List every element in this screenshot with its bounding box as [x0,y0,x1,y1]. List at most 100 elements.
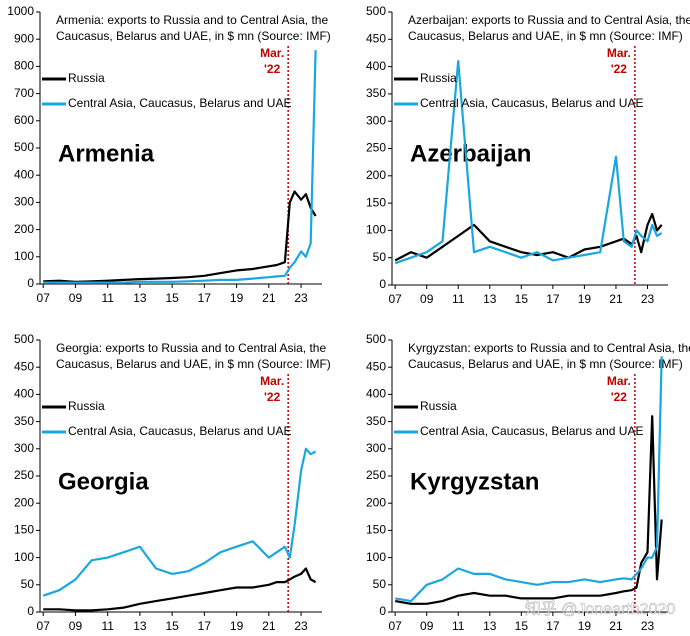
x-tick-label: 11 [101,619,114,633]
y-tick-label: 150 [366,195,386,209]
x-tick-label: 07 [388,292,402,306]
y-tick-label: 400 [14,167,34,181]
x-tick-label: 23 [294,619,308,633]
legend-label: Russia [420,71,457,85]
x-tick-label: 17 [546,619,560,633]
y-tick-label: 700 [14,86,34,100]
y-tick-label: 500 [366,4,386,18]
chart-title: Caucasus, Belarus and UAE, in $ mn (Sour… [408,29,683,43]
panel-label: Armenia [58,140,155,167]
x-tick-label: 23 [641,619,655,633]
y-tick-label: 500 [14,140,34,154]
y-tick-label: 600 [14,113,34,127]
y-tick-label: 250 [366,141,386,155]
x-tick-label: 07 [37,619,51,633]
x-tick-label: 07 [37,291,51,305]
x-tick-label: 21 [609,292,623,306]
series-line [394,60,663,265]
y-tick-label: 250 [366,468,386,482]
y-tick-label: 350 [366,414,386,428]
chart-title: Kyrgyzstan: exports to Russia and to Cen… [408,341,690,355]
y-tick-label: 350 [366,86,386,100]
x-tick-label: 17 [546,292,560,306]
legend-label: Central Asia, Caucasus, Belarus and UAE [68,424,291,438]
y-tick-label: 150 [366,523,386,537]
y-tick-label: 0 [27,604,34,618]
chart-title: Georgia: exports to Russia and to Centra… [56,341,326,355]
x-tick-label: 13 [133,291,147,305]
panel: 0 100 200 300 400 500 600 700 800 900 1000 07 09 11 13… [7,4,330,305]
panel: 0 50 100 150 200 250 300 350 400 450 500 07 09 11 13 15… [366,4,690,306]
x-tick-label: 13 [133,619,147,633]
x-tick-label: 19 [230,619,244,633]
y-tick-label: 50 [373,577,387,591]
panel-label: Azerbaijan [410,140,531,167]
x-tick-label: 21 [262,619,276,633]
event-label: '22 [611,62,628,76]
y-tick-label: 50 [21,577,35,591]
x-tick-label: 17 [198,291,212,305]
y-tick-label: 200 [14,495,34,509]
y-tick-label: 450 [366,31,386,45]
x-tick-label: 19 [578,292,592,306]
x-tick-label: 09 [420,292,434,306]
x-tick-label: 15 [165,619,179,633]
x-tick-label: 23 [641,292,655,306]
event-label: Mar. [607,46,631,60]
x-tick-label: 15 [515,292,529,306]
x-tick-label: 09 [69,291,83,305]
chart-title: Caucasus, Belarus and UAE, in $ mn (Sour… [56,29,331,43]
x-tick-label: 19 [578,619,592,633]
y-tick-label: 300 [366,113,386,127]
y-tick-label: 400 [14,387,34,401]
panel: 0 50 100 150 200 250 300 350 400 450 500 07 09 11 13 15… [14,332,331,633]
chart-title: Azerbaijan: exports to Russia and to Cen… [408,13,690,27]
x-tick-label: 21 [262,291,276,305]
legend-label: Russia [68,71,105,85]
y-tick-label: 250 [14,468,34,482]
legend-label: Central Asia, Caucasus, Belarus and UAE [420,96,643,110]
y-tick-label: 500 [14,332,34,346]
event-label: '22 [264,62,281,76]
x-tick-label: 13 [483,292,497,306]
legend-label: Central Asia, Caucasus, Belarus and UAE [68,96,291,110]
x-tick-label: 15 [165,291,179,305]
x-tick-label: 15 [515,619,529,633]
event-label: '22 [264,390,281,404]
chart-title: Armenia: exports to Russia and to Centra… [56,13,328,27]
watermark: 知乎 @Jonearth2020 [525,600,676,618]
y-tick-label: 300 [14,195,34,209]
y-tick-label: 300 [366,441,386,455]
x-tick-label: 19 [230,291,244,305]
x-tick-label: 13 [483,619,497,633]
y-tick-label: 900 [14,31,34,45]
y-tick-label: 200 [14,222,34,236]
series-line [395,356,663,603]
event-label: '22 [611,390,628,404]
y-tick-label: 500 [366,332,386,346]
series-line [43,50,317,284]
y-tick-label: 0 [379,277,386,291]
event-label: Mar. [260,374,284,388]
legend-label: Russia [420,399,457,413]
y-tick-label: 350 [14,414,34,428]
x-tick-label: 11 [101,291,114,305]
y-tick-label: 1000 [7,4,34,18]
chart-title: Caucasus, Belarus and UAE, in $ mn (Sour… [408,357,683,371]
y-tick-label: 50 [373,250,387,264]
y-tick-label: 400 [366,59,386,73]
panel: 0 50 100 150 200 250 300 350 400 450 500 07 09 11 13 15… [366,332,690,633]
y-tick-label: 100 [14,249,34,263]
y-tick-label: 100 [366,550,386,564]
legend-label: Central Asia, Caucasus, Belarus and UAE [420,424,643,438]
x-tick-label: 09 [69,619,83,633]
x-tick-label: 09 [420,619,434,633]
panel-label: Georgia [58,468,149,495]
x-tick-label: 11 [452,292,465,306]
panel-label: Kyrgyzstan [410,468,539,495]
y-tick-label: 450 [14,359,34,373]
y-tick-label: 100 [14,550,34,564]
x-tick-label: 17 [198,619,212,633]
